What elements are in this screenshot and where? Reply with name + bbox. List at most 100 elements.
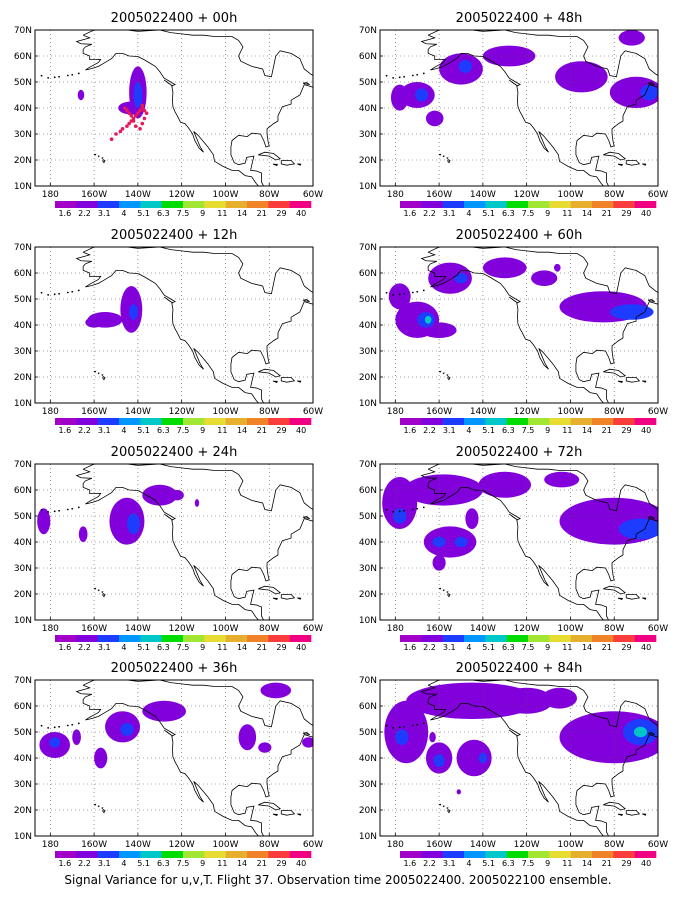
variance-contour-region: [393, 508, 407, 524]
colorbar-label: 7.5: [522, 643, 535, 652]
coastline: [438, 587, 442, 590]
map-background: [35, 247, 313, 403]
coastline: [101, 157, 104, 160]
longitude-tick-label: 60W: [303, 190, 323, 200]
island: [71, 723, 74, 726]
colorbar-label: 9: [545, 209, 550, 218]
island: [398, 293, 401, 296]
colorbar-swatch: [55, 201, 77, 208]
longitude-tick-label: 160W: [81, 407, 107, 417]
coastline: [163, 513, 174, 521]
colorbar-label: 5.1: [482, 859, 495, 868]
coastline: [625, 377, 641, 383]
flight-track-point: [120, 127, 125, 131]
colorbar-swatch: [464, 635, 486, 642]
island: [392, 293, 395, 296]
coastline: [420, 684, 605, 836]
coastline: [272, 597, 278, 600]
coastline: [97, 372, 101, 375]
longitude-tick-label: 180: [42, 624, 59, 634]
colorbar-swatch: [140, 635, 162, 642]
flight-track-point: [140, 106, 145, 110]
colorbar-swatch: [161, 418, 184, 425]
map-panel: 2005022400 + 12h 10N 20N 30N 40N 50N 60N 70N 180…: [14, 228, 323, 435]
colorbar-swatch: [549, 635, 571, 642]
coastline: [272, 380, 278, 383]
latitude-tick-label: 20N: [359, 806, 377, 816]
latitude-tick-label: 50N: [359, 512, 377, 522]
coastline: [303, 516, 310, 519]
colorbar-swatch: [161, 635, 184, 642]
coastline: [303, 732, 310, 735]
panel-title: 2005022400 + 00h: [111, 11, 238, 26]
longitude-tick-label: 80W: [259, 407, 279, 417]
colorbar-label: 21: [257, 209, 267, 218]
variance-contour-region: [541, 687, 578, 709]
colorbar-swatch: [183, 418, 205, 425]
colorbar-label: 11: [562, 426, 572, 435]
longitude-tick-label: 180: [387, 407, 404, 417]
colorbar-swatch: [592, 851, 614, 858]
flight-track-point: [131, 116, 136, 121]
island: [416, 507, 419, 510]
colorbar-label: 3.1: [98, 643, 111, 652]
colorbar-swatch: [183, 851, 205, 858]
coastline: [447, 376, 451, 381]
coastline: [446, 157, 449, 160]
flight-track-point: [131, 119, 136, 123]
flight-track-point: [136, 111, 140, 115]
island: [403, 75, 405, 78]
longitude-tick-label: 80W: [604, 190, 624, 200]
colorbar-label: 7.5: [177, 643, 190, 652]
variance-contour-region: [77, 89, 85, 101]
colorbar-label: 5.1: [137, 209, 150, 218]
island: [422, 506, 425, 509]
colorbar-swatch: [549, 851, 571, 858]
colorbar-label: 40: [641, 209, 651, 218]
colorbar-label: 9: [200, 643, 205, 652]
variance-contour-region: [258, 742, 272, 753]
colorbar-swatch: [119, 635, 141, 642]
colorbar-label: 40: [641, 859, 651, 868]
coastline: [163, 729, 174, 737]
latitude-tick-label: 70N: [359, 243, 377, 253]
coastline: [297, 380, 302, 383]
colorbar-label: 7.5: [522, 426, 535, 435]
colorbar-swatch: [247, 201, 269, 208]
longitude-tick-label: 100W: [212, 840, 238, 850]
latitude-tick-label: 20N: [14, 373, 32, 383]
colorbar: 1.6 2.2 3.1 4 5.1 6.3 7.5 9 11 14 21 29 40: [55, 851, 312, 868]
island: [58, 725, 60, 728]
coastline: [438, 803, 442, 806]
island: [58, 75, 60, 78]
longitude-tick-label: 140W: [470, 190, 496, 200]
coastline: [75, 468, 260, 620]
colorbar-swatch: [268, 635, 290, 642]
colorbar-swatch: [400, 851, 422, 858]
coastline: [82, 30, 313, 186]
colorbar-label: 40: [296, 209, 306, 218]
colorbar-swatch: [570, 201, 593, 208]
latitude-tick-label: 40N: [14, 754, 32, 764]
island: [53, 293, 56, 296]
colorbar-label: 4: [466, 859, 471, 868]
colorbar-label: 1.6: [58, 209, 71, 218]
colorbar-swatch: [549, 201, 571, 208]
coastline: [297, 813, 302, 816]
colorbar-label: 40: [296, 859, 306, 868]
coastline: [101, 374, 104, 377]
colorbar-label: 11: [217, 643, 227, 652]
colorbar-swatch: [289, 201, 312, 208]
colorbar-label: 3.1: [443, 643, 456, 652]
coastline: [303, 82, 310, 85]
island: [77, 722, 80, 725]
colorbar-label: 29: [621, 426, 631, 435]
coastline: [603, 585, 627, 595]
colorbar-swatch: [119, 851, 141, 858]
island: [66, 291, 69, 294]
colorbar-label: 6.3: [157, 426, 170, 435]
longitude-tick-label: 80W: [604, 407, 624, 417]
colorbar-label: 4: [121, 643, 126, 652]
coastline: [442, 155, 446, 158]
